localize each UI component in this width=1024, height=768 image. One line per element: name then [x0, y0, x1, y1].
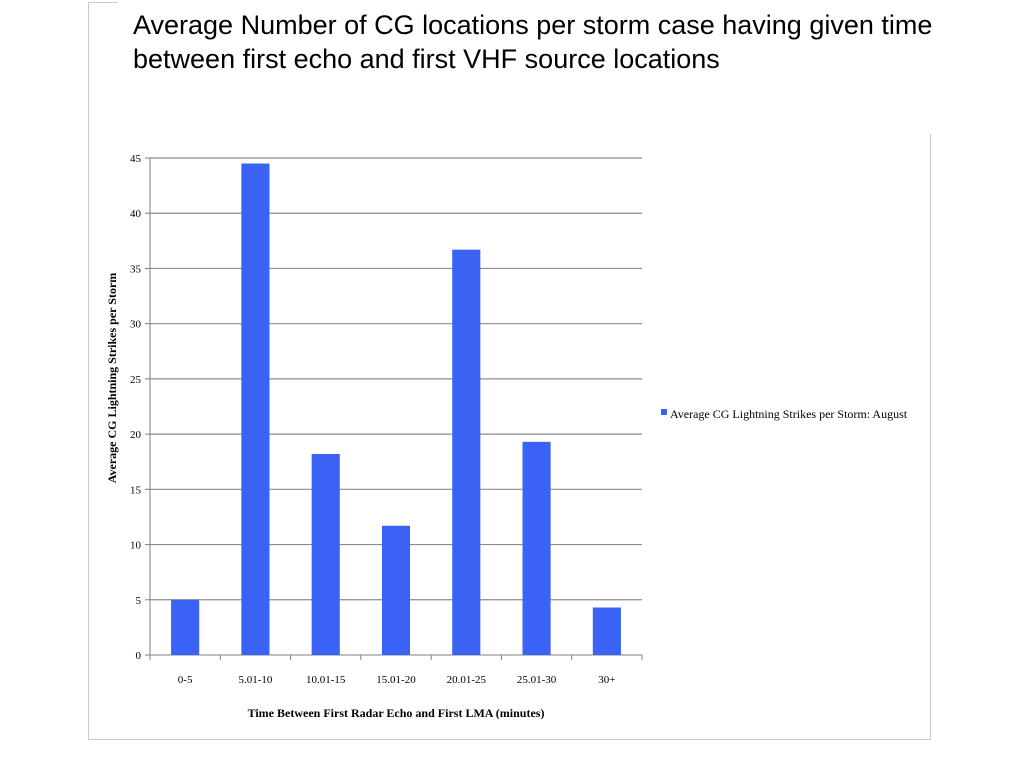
- y-tick-label: 20: [130, 429, 142, 441]
- frame-top-line: [88, 2, 118, 3]
- x-tick-label: 20.01-25: [447, 674, 487, 686]
- y-tick-label: 10: [130, 540, 142, 552]
- legend-swatch: [661, 409, 667, 415]
- bar: [381, 525, 411, 655]
- x-tick-label: 0-5: [178, 674, 193, 686]
- y-tick-label: 15: [130, 484, 142, 496]
- y-tick-label: 35: [130, 263, 142, 275]
- frame-right-line: [930, 134, 931, 740]
- frame-left-line: [88, 2, 89, 740]
- y-tick-label: 40: [130, 208, 142, 220]
- legend: Average CG Lightning Strikes per Storm: …: [661, 407, 908, 421]
- y-tick-label: 30: [130, 319, 142, 331]
- bar: [171, 599, 200, 655]
- y-tick-label: 0: [136, 650, 142, 662]
- bar: [452, 249, 481, 655]
- gridlines: [150, 157, 642, 601]
- x-tick-label: 30+: [598, 674, 615, 686]
- bar: [311, 453, 340, 655]
- x-tick-label: 25.01-30: [517, 674, 557, 686]
- x-tick-label: 15.01-20: [376, 674, 416, 686]
- y-tick-label: 45: [130, 153, 142, 165]
- bars: [171, 163, 621, 655]
- legend-label: Average CG Lightning Strikes per Storm: …: [670, 407, 908, 421]
- slide-title: Average Number of CG locations per storm…: [133, 10, 933, 74]
- y-axis-title: Average CG Lightning Strikes per Storm: [105, 273, 119, 484]
- y-tick-label: 25: [130, 374, 142, 386]
- x-tick-label: 5.01-10: [238, 674, 272, 686]
- bar: [241, 163, 270, 655]
- x-axis-title: Time Between First Radar Echo and First …: [248, 706, 545, 720]
- frame-bottom-line: [88, 739, 930, 740]
- bar: [592, 607, 621, 655]
- y-tick-label: 5: [136, 595, 142, 607]
- bar: [522, 441, 551, 655]
- x-tick-label: 10.01-15: [306, 674, 346, 686]
- tick-labels: 0 5 10 15 20 25 30 35 40 45 0-5 5.01-10 10.01-15 15.0…: [130, 153, 615, 686]
